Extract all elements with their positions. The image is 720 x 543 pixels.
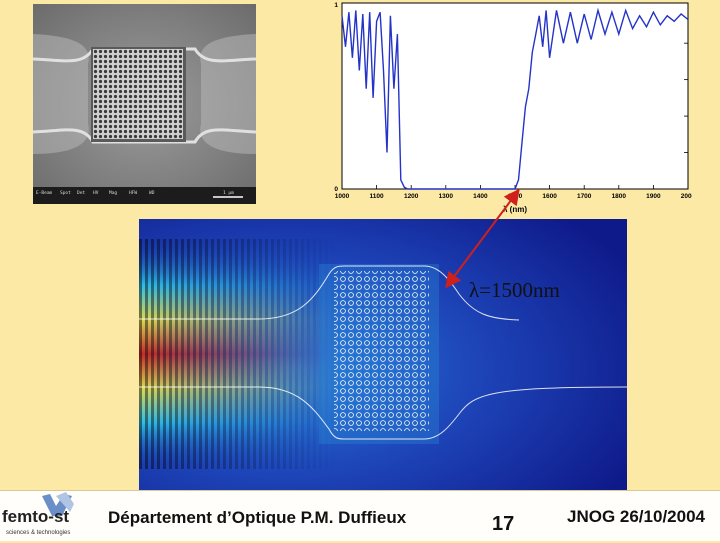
x-tick-label: 1100 bbox=[370, 193, 384, 200]
x-tick-label: 1900 bbox=[646, 193, 661, 200]
sem-label: Spot bbox=[60, 190, 71, 196]
sem-label: E-Beam bbox=[36, 190, 53, 196]
x-tick-label: 1500 bbox=[508, 193, 523, 200]
transmission-spectrum: 1000 1100 1200 1300 1400 1500 1600 1700 1800 1900… bbox=[332, 0, 695, 215]
footer-bar bbox=[0, 490, 720, 541]
wavelength-label: λ=1500nm bbox=[469, 278, 560, 302]
x-axis-label: λ (nm) bbox=[503, 205, 527, 214]
department-title: Département d’Optique P.M. Duffieux bbox=[108, 508, 407, 527]
sem-scale-label: 1 μm bbox=[223, 190, 234, 196]
y-tick-label: 0 bbox=[334, 186, 338, 193]
y-tick-label: 1 bbox=[334, 2, 338, 9]
transmission-curve bbox=[341, 7, 689, 190]
x-tick-label: 1000 bbox=[335, 193, 350, 200]
logo-subtitle: sciences & technologies bbox=[6, 530, 70, 536]
x-tick-label: 1700 bbox=[577, 193, 592, 200]
sem-label: HV bbox=[93, 190, 99, 196]
logo-image: femto-st sciences & technologies bbox=[2, 492, 74, 536]
photonic-crystal-holes bbox=[93, 49, 183, 139]
sem-image: E-Beam Spot Det HV Mag HFW WD 1 μm bbox=[33, 4, 256, 204]
sem-label: WD bbox=[149, 190, 155, 196]
photonic-crystal-lattice bbox=[334, 271, 429, 431]
field-map-image bbox=[139, 219, 627, 490]
x-tick-label: 1600 bbox=[542, 193, 557, 200]
plot-area bbox=[341, 2, 689, 190]
x-tick-label: 1400 bbox=[473, 193, 488, 200]
page-number: 17 bbox=[492, 513, 515, 535]
spectrum-chart: 1000 1100 1200 1300 1400 1500 1600 1700 1800 1900… bbox=[334, 2, 695, 214]
femto-st-logo: femto-st sciences & technologies bbox=[0, 492, 104, 538]
x-tick-label: 1200 bbox=[404, 193, 419, 200]
x-tick-label: 1300 bbox=[439, 193, 454, 200]
x-tick-label: 1800 bbox=[612, 193, 627, 200]
simulation-field-map bbox=[139, 219, 627, 490]
sem-label: HFW bbox=[129, 190, 137, 196]
sem-info-bar bbox=[33, 187, 256, 204]
conference-date: JNOG 26/10/2004 bbox=[567, 507, 705, 526]
logo-text: femto-st bbox=[2, 507, 69, 526]
sem-label: Det bbox=[77, 190, 85, 196]
sem-micrograph: E-Beam Spot Det HV Mag HFW WD 1 μm bbox=[33, 4, 256, 204]
sem-label: Mag bbox=[109, 190, 117, 196]
